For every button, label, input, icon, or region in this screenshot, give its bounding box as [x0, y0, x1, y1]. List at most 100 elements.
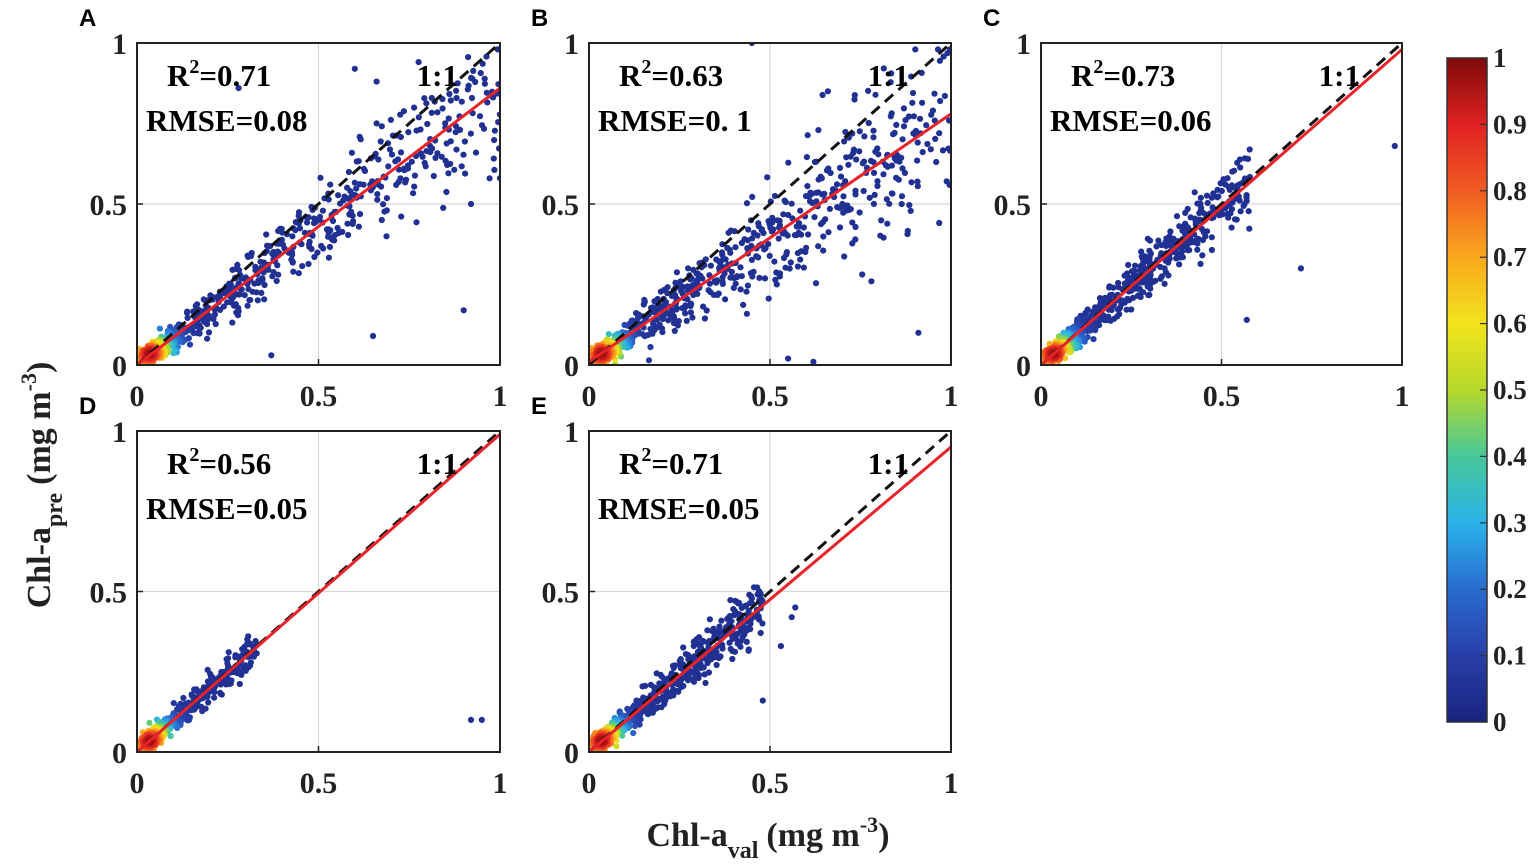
data-point: [269, 273, 276, 280]
data-point: [233, 309, 240, 316]
data-point: [700, 303, 707, 310]
x-tick-label: 1: [493, 767, 508, 800]
data-point: [1208, 246, 1215, 254]
data-point: [439, 96, 446, 103]
data-point: [290, 268, 297, 275]
data-point: [415, 114, 422, 121]
data-point: [1097, 316, 1104, 323]
data-point: [306, 243, 313, 250]
data-point: [413, 219, 420, 226]
y-axis-label-units: (mg m: [21, 391, 58, 484]
data-point: [773, 281, 780, 288]
data-point: [238, 275, 245, 282]
r-squared-label: R2=0.56: [167, 444, 271, 481]
data-point: [849, 240, 856, 247]
data-point: [462, 170, 469, 177]
data-point: [217, 690, 224, 698]
data-point: [719, 645, 726, 652]
data-point: [886, 200, 893, 207]
data-point: [719, 274, 726, 281]
data-point: [184, 314, 191, 321]
data-point: [442, 120, 449, 127]
data-point: [468, 94, 476, 102]
data-point: [785, 355, 792, 362]
one-to-one-line: [137, 43, 500, 365]
data-point: [671, 327, 678, 334]
data-point: [428, 109, 435, 116]
y-tick-label: 0: [1016, 350, 1031, 383]
data-point: [887, 79, 894, 86]
data-point: [325, 233, 332, 240]
data-point: [1197, 260, 1204, 267]
colorbar-tick-label: 0.5: [1493, 375, 1527, 405]
data-point: [856, 209, 863, 216]
data-point: [689, 314, 696, 321]
data-point: [244, 302, 251, 309]
data-point: [865, 87, 872, 94]
data-point: [357, 136, 364, 143]
data-point: [453, 146, 460, 153]
data-point: [718, 617, 725, 624]
data-point: [765, 295, 772, 302]
data-point: [325, 254, 332, 261]
data-point: [1203, 192, 1211, 199]
data-point: [326, 243, 333, 251]
data-point: [785, 159, 792, 166]
data-point: [411, 183, 418, 190]
y-tick-label: 0: [112, 737, 127, 770]
data-point: [377, 138, 384, 145]
data-point: [1173, 255, 1180, 262]
data-point: [941, 92, 949, 100]
one-to-one-label: 1:1: [868, 446, 909, 481]
data-point: [690, 678, 698, 685]
colorbar-tick-label: 1: [1493, 43, 1507, 73]
data-point: [289, 233, 296, 240]
data-point: [806, 198, 814, 205]
data-point: [1145, 292, 1152, 299]
data-point: [320, 245, 327, 252]
data-point: [874, 178, 881, 185]
data-point: [491, 166, 498, 173]
r-squared-label: R2=0.71: [619, 444, 723, 481]
data-point: [841, 138, 848, 145]
data-point: [861, 133, 868, 140]
data-point: [840, 209, 847, 216]
data-point: [870, 169, 878, 176]
data-point: [327, 181, 334, 188]
data-point: [738, 239, 746, 247]
data-point: [883, 196, 890, 203]
data-point: [713, 661, 720, 669]
data-point: [1123, 306, 1130, 313]
data-point: [484, 99, 491, 106]
data-point: [888, 70, 895, 77]
data-point: [190, 330, 197, 337]
data-point: [792, 604, 799, 611]
colorbar-tick-label: 0.3: [1493, 508, 1527, 538]
data-point: [732, 244, 739, 251]
regression-line: [589, 445, 951, 752]
data-point: [910, 113, 918, 120]
data-point: [386, 146, 394, 153]
data-point: [702, 679, 709, 687]
data-point: [785, 211, 792, 219]
data-point: [268, 352, 275, 359]
x-tick-label: 0.5: [300, 767, 338, 800]
data-point: [212, 320, 219, 328]
data-point: [737, 286, 744, 293]
data-point: [264, 242, 271, 249]
rmse-label: RMSE=0. 1: [598, 103, 752, 138]
data-point: [443, 140, 450, 147]
data-point: [1243, 316, 1250, 323]
data-point: [1163, 243, 1170, 250]
data-point: [910, 130, 917, 137]
data-point: [819, 91, 826, 99]
data-point: [397, 149, 405, 156]
data-point: [263, 231, 270, 238]
data-point: [852, 223, 859, 231]
data-point: [880, 65, 887, 72]
data-point: [744, 282, 752, 289]
data-point: [884, 220, 891, 227]
data-point: [738, 273, 745, 280]
data-point: [713, 256, 720, 263]
data-point: [378, 216, 385, 224]
